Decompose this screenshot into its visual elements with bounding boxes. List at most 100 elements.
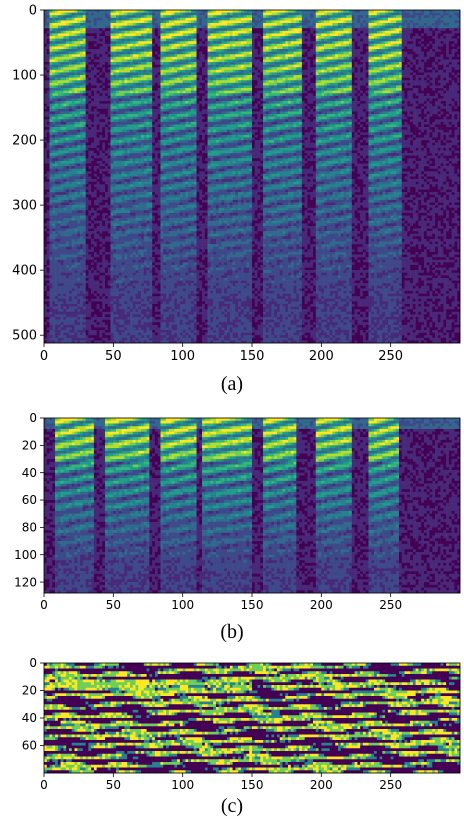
heatmap-cell bbox=[143, 155, 147, 159]
heatmap-cell bbox=[49, 103, 53, 107]
heatmap-cell bbox=[88, 283, 92, 287]
heatmap-cell bbox=[68, 23, 73, 26]
heatmap-cell bbox=[107, 314, 111, 318]
heatmap-cell bbox=[77, 335, 81, 339]
heatmap-cell bbox=[132, 158, 136, 162]
heatmap-cell bbox=[63, 335, 67, 339]
heatmap-cell bbox=[127, 95, 131, 99]
heatmap-cell bbox=[85, 129, 89, 133]
heatmap-cell bbox=[46, 218, 50, 222]
heatmap-cell bbox=[88, 28, 92, 32]
heatmap-cell bbox=[63, 108, 67, 112]
heatmap-cell bbox=[68, 262, 73, 266]
heatmap-cell bbox=[68, 90, 73, 94]
heatmap-cell bbox=[44, 158, 48, 162]
heatmap-cell bbox=[44, 132, 48, 136]
heatmap-cell bbox=[146, 231, 150, 235]
heatmap-cell bbox=[149, 189, 153, 193]
heatmap-cell bbox=[107, 275, 111, 279]
heatmap-cell bbox=[149, 202, 153, 206]
heatmap-cell bbox=[93, 329, 97, 333]
heatmap-cell bbox=[113, 303, 117, 307]
heatmap-cell bbox=[143, 168, 147, 172]
heatmap-cell bbox=[82, 324, 86, 328]
heatmap-cell bbox=[55, 147, 59, 151]
heatmap-cell bbox=[74, 103, 78, 107]
heatmap-cell bbox=[93, 181, 97, 185]
heatmap-cell bbox=[124, 236, 128, 240]
heatmap-cell bbox=[93, 257, 97, 261]
heatmap-cell bbox=[91, 270, 95, 274]
heatmap-cell bbox=[132, 283, 136, 287]
heatmap-cell bbox=[116, 38, 120, 42]
heatmap-cell bbox=[113, 267, 117, 271]
heatmap-cell bbox=[102, 38, 106, 42]
heatmap-cell bbox=[118, 218, 122, 222]
heatmap-cell bbox=[49, 231, 53, 235]
heatmap-cell bbox=[60, 62, 64, 65]
heatmap-cell bbox=[55, 280, 59, 284]
heatmap-cell bbox=[57, 301, 61, 305]
heatmap-cell bbox=[66, 46, 70, 50]
heatmap-cell bbox=[44, 163, 48, 167]
heatmap-cell bbox=[88, 270, 92, 274]
heatmap-cell bbox=[63, 127, 67, 130]
heatmap-cell bbox=[52, 186, 56, 190]
heatmap-cell bbox=[66, 134, 70, 138]
heatmap-cell bbox=[82, 160, 86, 164]
heatmap-cell bbox=[93, 108, 97, 112]
heatmap-cell bbox=[88, 33, 92, 37]
heatmap-cell bbox=[141, 316, 145, 320]
heatmap-cell bbox=[80, 324, 84, 328]
heatmap-cell bbox=[77, 337, 81, 341]
heatmap-cell bbox=[132, 132, 136, 136]
heatmap-cell bbox=[118, 38, 122, 42]
heatmap-cell bbox=[74, 51, 78, 55]
heatmap-cell bbox=[52, 192, 56, 196]
heatmap-cell bbox=[124, 244, 128, 248]
heatmap-cell bbox=[143, 238, 147, 242]
heatmap-cell bbox=[141, 181, 145, 185]
heatmap-cell bbox=[77, 186, 81, 190]
heatmap-cell bbox=[96, 85, 100, 89]
heatmap-cell bbox=[138, 41, 142, 45]
heatmap-cell bbox=[88, 147, 92, 151]
heatmap-cell bbox=[77, 85, 81, 89]
heatmap-cell bbox=[74, 288, 78, 292]
heatmap-cell bbox=[60, 54, 64, 58]
heatmap-cell bbox=[107, 298, 111, 302]
heatmap-cell bbox=[93, 225, 97, 229]
heatmap-cell bbox=[74, 298, 78, 302]
heatmap-cell bbox=[105, 85, 109, 89]
heatmap-cell bbox=[82, 77, 86, 81]
heatmap-cell bbox=[113, 228, 117, 232]
heatmap-cell bbox=[66, 28, 70, 32]
heatmap-cell bbox=[71, 153, 75, 156]
heatmap-cell bbox=[124, 335, 128, 339]
heatmap-cell bbox=[85, 197, 89, 201]
heatmap-cell bbox=[49, 285, 53, 289]
heatmap-cell bbox=[80, 254, 84, 258]
heatmap-cell bbox=[46, 329, 50, 333]
heatmap-cell bbox=[118, 114, 122, 117]
heatmap-cell bbox=[44, 270, 48, 274]
heatmap-cell bbox=[102, 340, 106, 344]
heatmap-cell bbox=[82, 12, 86, 16]
heatmap-cell bbox=[105, 262, 109, 266]
heatmap-cell bbox=[49, 262, 53, 266]
heatmap-cell bbox=[127, 197, 131, 201]
heatmap-cell bbox=[68, 46, 73, 50]
heatmap-cell bbox=[143, 275, 147, 279]
heatmap-cell bbox=[68, 67, 73, 71]
heatmap-cell bbox=[129, 186, 134, 190]
heatmap-cell bbox=[96, 254, 100, 258]
heatmap-cell bbox=[85, 158, 89, 162]
heatmap-cell bbox=[107, 85, 111, 89]
heatmap-cell bbox=[85, 254, 89, 258]
heatmap-cell bbox=[143, 192, 147, 196]
heatmap-cell bbox=[52, 251, 56, 255]
heatmap-cell bbox=[138, 69, 142, 73]
heatmap-cell bbox=[93, 231, 97, 235]
heatmap-cell bbox=[124, 43, 128, 47]
heatmap-cell bbox=[102, 108, 106, 112]
